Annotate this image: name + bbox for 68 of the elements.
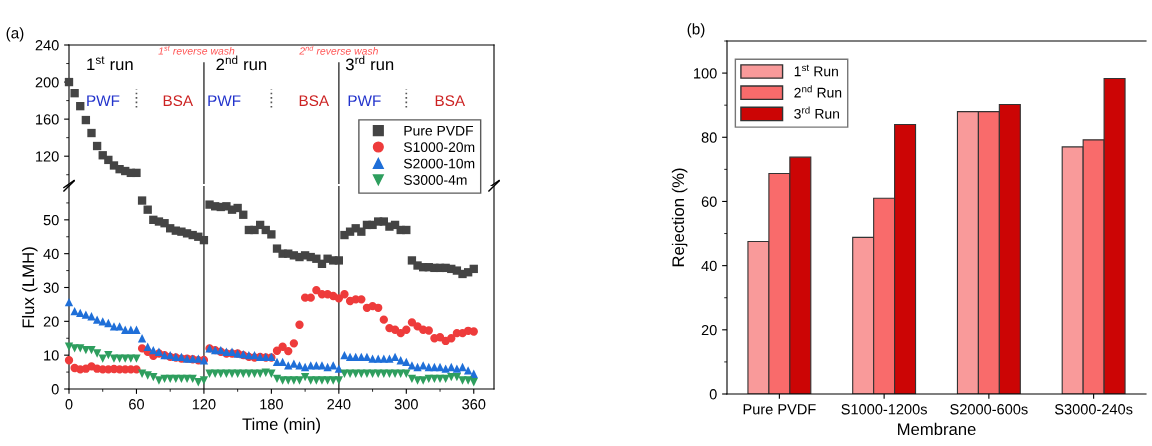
x-tick-label: 180 <box>260 399 283 410</box>
point <box>70 89 79 98</box>
point <box>92 141 102 151</box>
y-axis-title: Rejection (%) <box>671 168 688 267</box>
y-tick-label: 60 <box>701 196 717 207</box>
legend-label: Pure PVDF <box>404 125 474 136</box>
point <box>267 230 276 239</box>
legend-label: 3$^{rd}$ Run <box>794 106 839 119</box>
y-tick-label: 40 <box>43 248 59 260</box>
legend-label: 1$^{st}$ Run <box>794 64 838 77</box>
annotation: 1$^{st}$ run <box>87 56 133 71</box>
y-tick-label: 20 <box>701 324 717 336</box>
text: (b) <box>687 23 705 38</box>
x-axis-title: Time (min) <box>242 417 320 434</box>
x-tick-label: Pure PVDF <box>743 404 816 415</box>
x-tick-label: S3000-240s <box>1054 404 1133 415</box>
x-tick-label: 300 <box>394 399 418 410</box>
legend-label: S2000-10m <box>403 158 475 169</box>
x-tick-label: S2000-600s <box>950 404 1028 415</box>
annotation: 3$^{rd}$ run <box>345 55 394 71</box>
x-tick-label: 240 <box>327 399 351 410</box>
point <box>143 205 152 214</box>
y-tick-label: 50 <box>43 214 59 226</box>
y-tick-label: 80 <box>701 132 717 143</box>
x-axis-title: Membrane <box>898 422 976 436</box>
point <box>334 256 344 265</box>
point <box>357 227 366 236</box>
y-tick-label: 240 <box>35 40 59 51</box>
y-tick-label: 30 <box>43 282 59 293</box>
point <box>64 77 74 87</box>
y-tick-label: 0 <box>709 389 717 400</box>
x-tick-label: 120 <box>192 399 216 410</box>
annotation: 2$^{nd}$ run <box>216 55 267 71</box>
point <box>239 210 248 219</box>
x-tick-label: 60 <box>129 399 144 410</box>
x-tick-label: S1000-1200s <box>841 404 927 415</box>
point <box>233 203 242 213</box>
annotation: PWF <box>348 95 381 106</box>
annotation: BSA <box>163 95 194 107</box>
y-tick-label: 40 <box>701 260 717 272</box>
annotation: 2$^{nd}$ reverse wash <box>299 45 378 55</box>
legend-label: S3000-4m <box>403 175 467 185</box>
point <box>137 196 147 205</box>
y-tick-label: 20 <box>43 316 59 327</box>
annotation: 1$^{st}$ reverse wash <box>158 46 235 55</box>
x-tick-label: 360 <box>462 399 486 410</box>
y-tick-label: 100 <box>694 68 717 79</box>
point <box>402 225 411 235</box>
point <box>469 264 478 274</box>
annotation: PWF <box>208 95 241 106</box>
x-tick-label: 0 <box>65 399 73 410</box>
legend-label: S1000-20m <box>403 142 475 153</box>
point <box>87 128 96 138</box>
point <box>76 101 85 111</box>
point <box>199 235 209 245</box>
y-tick-label: 200 <box>35 77 59 88</box>
text: (a) <box>6 27 24 42</box>
y-tick-label: 160 <box>36 114 59 125</box>
annotation: PWF <box>87 95 120 106</box>
annotation: BSA <box>435 95 466 107</box>
point <box>81 115 91 125</box>
y-tick-label: 10 <box>44 350 59 361</box>
y-axis-title: Flux (LMH) <box>21 247 38 328</box>
legend-label: 2$^{nd}$ Run <box>794 85 842 98</box>
y-tick-label: 120 <box>36 151 59 162</box>
annotation: BSA <box>299 95 330 107</box>
y-tick-label: 0 <box>51 384 59 395</box>
point <box>132 168 141 178</box>
